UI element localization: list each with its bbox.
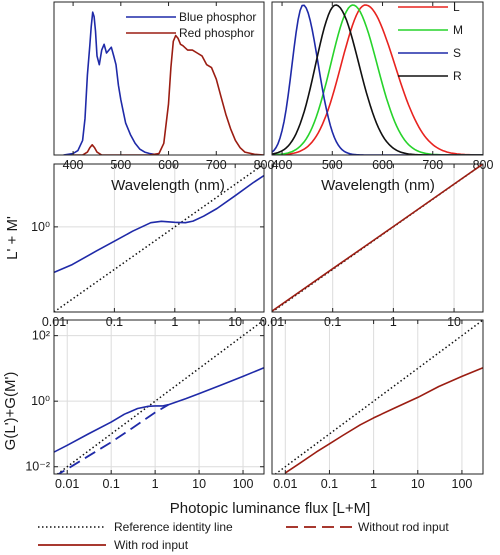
series-group	[63, 11, 264, 155]
series-with-rod-input	[284, 366, 483, 474]
series-red-phosphor	[73, 34, 264, 155]
xtick-label: 600	[158, 158, 179, 172]
xtick-label: 1	[152, 477, 159, 491]
xlabel-photopic-flux: Photopic luminance flux [L+M]	[170, 500, 371, 517]
legend-with-rod-label: With rod input	[114, 538, 189, 552]
legend-cones: L M S R	[398, 0, 463, 83]
panel-g-blue: 0.01 0.1 1 10 100 10⁻² 10⁰ 10²	[25, 319, 265, 491]
series-with-rod-input	[54, 366, 264, 453]
series-group	[54, 320, 264, 474]
series-group	[272, 4, 483, 155]
xtick-label: 500	[110, 158, 131, 172]
legend-identity-label: Reference identity line	[114, 520, 233, 534]
legend-red-phosphor-label: Red phosphor	[179, 26, 254, 40]
series-r	[272, 4, 483, 155]
xtick-label: 10	[228, 315, 242, 329]
legend-L-label: L	[453, 0, 460, 14]
series-with-rod-input	[272, 164, 483, 312]
plot-frame	[53, 1, 265, 156]
series-reference-identity-line	[54, 164, 264, 312]
legend-M-label: M	[453, 23, 463, 37]
xtick-label: 10	[192, 477, 206, 491]
xlabel-wavelength-right: Wavelength (nm)	[321, 177, 435, 194]
panel-g-red: 0.01 0.1 1 10 100	[271, 319, 484, 491]
ytick-label: 10²	[32, 329, 50, 343]
series-without-rod-input	[56, 403, 169, 474]
ylabel-lm: L' + M'	[4, 216, 21, 260]
xtick-label: 1	[390, 315, 397, 329]
xtick-label: 0.1	[106, 315, 123, 329]
plot-frame	[53, 163, 265, 313]
series-reference-identity-line	[274, 320, 483, 474]
plot-frame	[271, 1, 484, 156]
xtick-label: 0.1	[324, 315, 341, 329]
xtick-label: 0.1	[102, 477, 119, 491]
ytick-label: 10⁰	[31, 394, 50, 408]
xtick-label: 100	[233, 477, 254, 491]
xtick-label: 700	[422, 158, 443, 172]
series-with-rod-input	[54, 174, 264, 274]
series-s	[272, 4, 483, 155]
legend-blue-phosphor-label: Blue phosphor	[179, 10, 256, 24]
xtick-label: 700	[206, 158, 227, 172]
plot-frame	[53, 319, 265, 475]
legend-R-label: R	[453, 69, 462, 83]
series-group	[54, 164, 264, 312]
ytick-label: 10⁻²	[25, 460, 50, 474]
xtick-label: 600	[372, 158, 393, 172]
xtick-label: 400	[272, 158, 293, 172]
xtick-label: 0.01	[273, 477, 297, 491]
series-l	[272, 4, 483, 155]
xtick-label: 0.01	[55, 477, 79, 491]
xlabel-wavelength-left: Wavelength (nm)	[111, 177, 225, 194]
xtick-label: 1	[370, 477, 377, 491]
ytick-label: 10⁰	[31, 220, 50, 234]
bottom-legend: Reference identity line Without rod inpu…	[38, 520, 449, 552]
xtick-label: 1	[171, 315, 178, 329]
xtick-label: 400	[63, 158, 84, 172]
plot-frame	[271, 163, 484, 313]
legend-phosphor: Blue phosphor Red phosphor	[126, 10, 256, 40]
legend-S-label: S	[453, 46, 461, 60]
panel-phosphor: 400 500 600 700 800	[53, 1, 274, 172]
series-reference-identity-line	[56, 320, 264, 474]
xtick-label: 100	[452, 477, 473, 491]
series-group	[272, 164, 483, 312]
xtick-label: 10	[447, 315, 461, 329]
series-group	[274, 320, 483, 474]
series-m	[272, 4, 483, 155]
xtick-label: 0.1	[321, 477, 338, 491]
legend-without-rod-label: Without rod input	[358, 520, 449, 534]
plot-frame	[271, 319, 484, 475]
chart-panels: 4005006007008004005006007008000.010.1110…	[25, 1, 493, 491]
series-blue-phosphor	[63, 11, 160, 155]
xtick-label: 10	[411, 477, 425, 491]
ylabel-g: G(L')+G(M')	[2, 372, 19, 451]
